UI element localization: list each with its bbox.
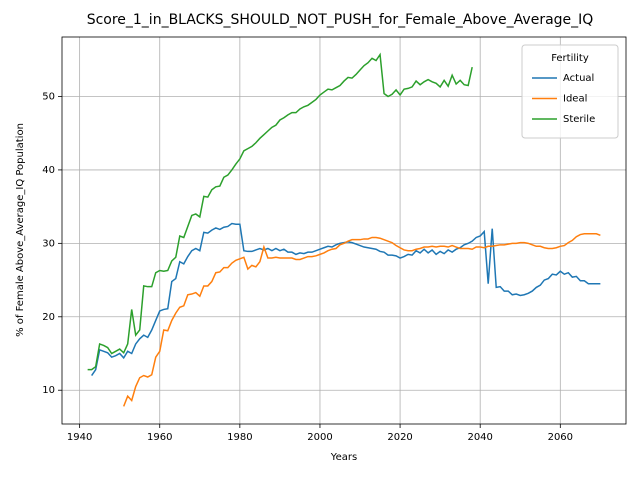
x-tick-label: 2060 [548,432,573,443]
y-axis-label: % of Female Above_Average_IQ Population [15,123,26,337]
legend-label: Ideal [563,94,587,105]
y-tick-label: 10 [42,385,55,396]
y-tick-label: 20 [42,312,55,323]
line-series [87,52,473,371]
x-tick-label: 1940 [67,432,92,443]
line-series [122,233,601,407]
x-tick-label: 1980 [227,432,252,443]
legend-box [521,44,619,139]
x-tick-label: 2040 [467,432,492,443]
x-tick-label: 2000 [307,432,332,443]
x-axis-label: Years [330,452,357,463]
legend-title: Fertility [551,53,589,64]
chart-title: Score_1_in_BLACKS_SHOULD_NOT_PUSH_for_Fe… [87,12,594,28]
x-tick-label: 1960 [147,432,172,443]
legend-label: Actual [563,73,594,84]
plot-frame [61,36,627,425]
y-tick-label: 30 [42,238,55,249]
y-tick-label: 50 [42,91,55,102]
y-tick-label: 40 [42,165,55,176]
line-series [91,222,601,376]
legend-label: Sterile [563,114,595,125]
x-tick-label: 2020 [387,432,412,443]
